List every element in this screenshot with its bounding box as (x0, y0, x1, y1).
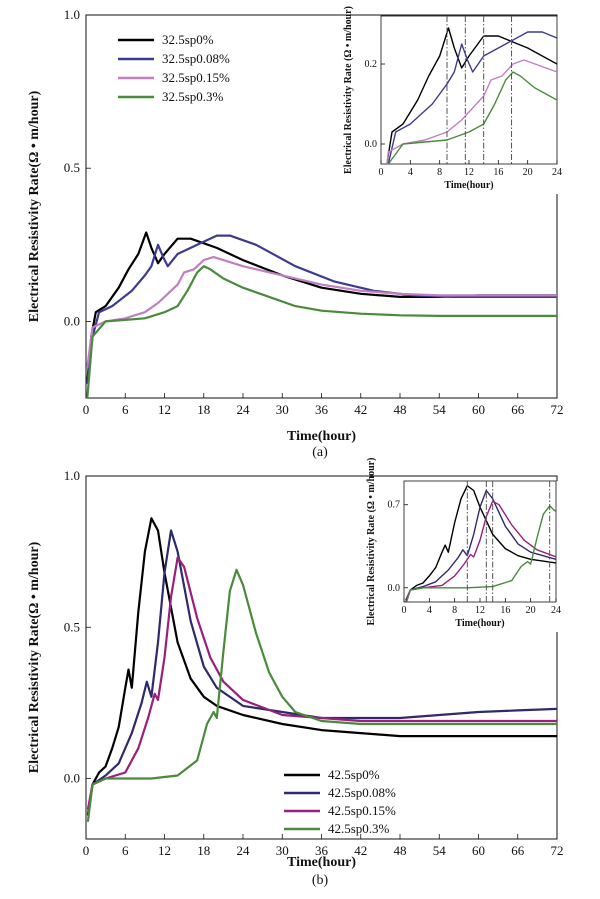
main-x-tick-label: 72 (551, 843, 564, 858)
main-x-tick-label: 66 (511, 843, 525, 858)
main-x-tick-label: 72 (551, 402, 564, 417)
inset-x-tick-label: 24 (552, 167, 562, 178)
inset-y-tick-label: 0.0 (388, 583, 401, 594)
inset-series-line-1 (405, 489, 556, 602)
inset-chart: 0 4 8 12 16 20 24 0.0 0.2 Time(hour) Electrical Re… (341, 6, 562, 194)
legend-label-3: 42.5sp0.3% (328, 821, 390, 836)
main-series-line-2 (86, 256, 557, 369)
main-y-tick-label: 0.5 (64, 619, 80, 634)
legend-label-2: 42.5sp0.15% (328, 803, 396, 818)
main-x-tick-label: 0 (83, 843, 90, 858)
y-axis-label: Electrical Resistivity Rate(Ω • m/hour) (27, 90, 42, 322)
panel-b: 0 6 12 18 24 30 36 42 48 54 60 66 720.00.51.0Time(ho… (27, 458, 564, 888)
main-x-tick-label: 54 (433, 402, 447, 417)
x-axis-label: Time(hour) (287, 855, 356, 870)
main-y-tick-label: 1.0 (64, 468, 80, 483)
inset-y-tick-label: 0.7 (388, 500, 401, 511)
main-series-line-0 (86, 231, 557, 384)
main-y-tick-label: 0.0 (64, 313, 80, 328)
main-x-tick-label: 0 (83, 402, 90, 417)
inset-series-line-0 (386, 27, 557, 164)
main-series-line-3 (86, 265, 557, 398)
inset-x-tick-label: 4 (408, 167, 413, 178)
main-x-tick-label: 60 (472, 843, 485, 858)
inset-x-tick-label: 20 (526, 605, 536, 616)
inset-y-tick-label: 0.2 (365, 59, 378, 70)
main-y-tick-label: 0.0 (64, 771, 80, 786)
inset-x-tick-label: 0 (379, 167, 384, 178)
inset-y-axis-label: Electrical Resistivity Rate (Ω • m/hour) (343, 6, 354, 174)
inset-series-line-1 (387, 31, 557, 164)
main-x-tick-label: 66 (511, 402, 525, 417)
inset-x-tick-label: 0 (402, 605, 407, 616)
inset-series-line-2 (405, 500, 556, 601)
main-x-tick-label: 24 (237, 843, 251, 858)
inset-x-tick-label: 12 (464, 167, 474, 178)
x-axis-label: Time(hour) (287, 429, 356, 444)
main-x-tick-label: 6 (122, 843, 129, 858)
panel-label: (a) (312, 445, 328, 460)
legend-label-0: 42.5sp0% (328, 767, 380, 782)
legend-label-0: 32.5sp0% (162, 32, 214, 47)
inset-x-tick-label: 8 (452, 605, 457, 616)
legend-label-1: 32.5sp0.08% (162, 51, 230, 66)
inset-y-tick-label: 0.0 (365, 139, 378, 150)
inset-series-group (405, 485, 556, 602)
main-series-group (86, 517, 557, 822)
main-x-tick-label: 12 (158, 402, 171, 417)
main-x-tick-label: 30 (276, 402, 289, 417)
inset-x-axis-label: Time(hour) (455, 618, 504, 629)
main-series-line-1 (86, 529, 557, 816)
main-series-line-1 (86, 234, 557, 384)
panel-label: (b) (312, 873, 329, 888)
main-x-tick-label: 6 (122, 402, 129, 417)
y-axis-label: Electrical Resistivity Rate(Ω • m/hour) (27, 541, 42, 773)
main-y-tick-label: 1.0 (64, 7, 80, 22)
inset-x-tick-label: 16 (493, 167, 503, 178)
inset-x-tick-label: 24 (551, 605, 561, 616)
main-x-tick-label: 48 (394, 843, 407, 858)
main-x-tick-label: 36 (315, 843, 329, 858)
legend-label-3: 32.5sp0.3% (162, 89, 224, 104)
main-x-tick-label: 18 (197, 843, 210, 858)
inset-background (364, 481, 560, 632)
main-x-tick-label: 18 (197, 402, 210, 417)
inset-x-tick-label: 8 (437, 167, 442, 178)
main-x-tick-label: 36 (315, 402, 329, 417)
inset-series-line-3 (405, 505, 556, 602)
inset-x-tick-label: 12 (475, 605, 485, 616)
inset-y-axis-label: Electrical Resistivity Rate (Ω • m/hour) (366, 458, 377, 626)
main-x-tick-label: 54 (433, 843, 447, 858)
inset-x-tick-label: 4 (427, 605, 432, 616)
main-x-tick-label: 42 (354, 402, 367, 417)
inset-x-tick-label: 16 (500, 605, 510, 616)
main-x-tick-label: 42 (354, 843, 367, 858)
legend: 32.5sp0% 32.5sp0.08% 32.5sp0.15% 32.5sp0.3% (118, 32, 230, 104)
main-series-line-3 (86, 568, 557, 822)
main-x-tick-label: 30 (276, 843, 289, 858)
main-y-tick-label: 0.5 (64, 160, 80, 175)
inset-chart: 0 4 8 12 16 20 24 0.0 0.7 Time(hour) Electrical Re… (364, 458, 561, 632)
inset-x-tick-label: 20 (523, 167, 533, 178)
panel-a: 0 6 12 18 24 30 36 42 48 54 60 66 720.00.51.0Time(ho… (27, 6, 564, 460)
legend-label-2: 32.5sp0.15% (162, 70, 230, 85)
main-x-tick-label: 60 (472, 402, 485, 417)
main-x-tick-label: 24 (237, 402, 251, 417)
main-x-tick-label: 48 (394, 402, 407, 417)
inset-series-line-0 (405, 485, 556, 602)
legend-label-1: 42.5sp0.08% (328, 785, 396, 800)
main-series-group (86, 231, 557, 398)
main-series-line-2 (86, 556, 557, 810)
inset-x-axis-label: Time(hour) (444, 180, 493, 191)
legend: 42.5sp0% 42.5sp0.08% 42.5sp0.15% 42.5sp0.3% (284, 767, 396, 836)
main-x-tick-label: 12 (158, 843, 171, 858)
